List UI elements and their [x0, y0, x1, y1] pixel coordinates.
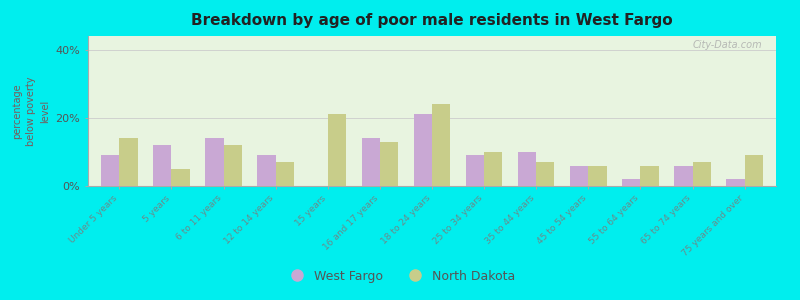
Bar — [223, 145, 242, 186]
Bar — [588, 166, 606, 186]
Bar — [484, 152, 502, 186]
Bar — [536, 162, 554, 186]
Bar — [380, 142, 398, 186]
Bar — [518, 152, 536, 186]
Bar — [622, 179, 641, 186]
Bar — [466, 155, 484, 186]
Y-axis label: percentage
below poverty
level: percentage below poverty level — [12, 76, 50, 146]
Bar — [206, 138, 223, 186]
Bar — [119, 138, 138, 186]
Bar — [570, 166, 588, 186]
Bar — [693, 162, 711, 186]
Bar — [153, 145, 171, 186]
Bar — [276, 162, 294, 186]
Bar — [258, 155, 276, 186]
Bar — [101, 155, 119, 186]
Bar — [726, 179, 745, 186]
Legend: West Fargo, North Dakota: West Fargo, North Dakota — [279, 265, 521, 288]
Bar — [745, 155, 763, 186]
Bar — [641, 166, 658, 186]
Bar — [171, 169, 190, 186]
Bar — [432, 104, 450, 186]
Bar — [362, 138, 380, 186]
Bar — [414, 114, 432, 186]
Bar — [674, 166, 693, 186]
Title: Breakdown by age of poor male residents in West Fargo: Breakdown by age of poor male residents … — [191, 13, 673, 28]
Text: City-Data.com: City-Data.com — [693, 40, 762, 50]
Bar — [328, 114, 346, 186]
